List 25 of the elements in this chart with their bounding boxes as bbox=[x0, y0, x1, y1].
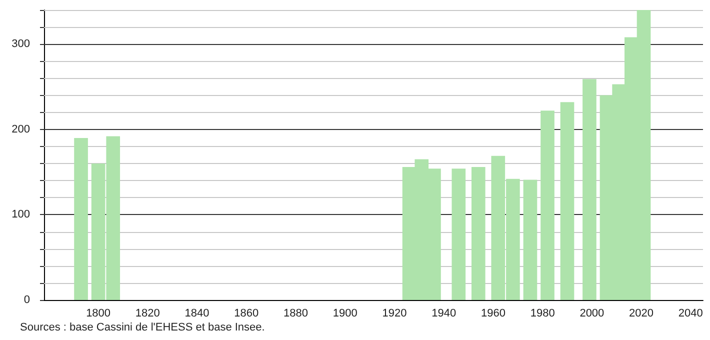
x-tick-label: 1880 bbox=[284, 308, 308, 320]
y-tick-label: 0 bbox=[24, 294, 30, 306]
x-tick-label: 1920 bbox=[382, 308, 407, 320]
bar bbox=[74, 138, 88, 300]
bar bbox=[540, 110, 554, 300]
x-tick-label: 2000 bbox=[580, 308, 604, 320]
bar bbox=[523, 180, 538, 300]
x-tick-label: 1800 bbox=[86, 308, 111, 320]
x-tick-label: 1940 bbox=[432, 308, 456, 320]
bar bbox=[452, 168, 466, 300]
x-tick-label: 1900 bbox=[332, 308, 358, 320]
bar bbox=[471, 166, 486, 300]
x-tick-label: 1960 bbox=[480, 308, 506, 320]
x-tick-label: 1980 bbox=[530, 308, 555, 320]
y-tick-label: 200 bbox=[12, 123, 30, 136]
x-tick-label: 2020 bbox=[629, 308, 654, 320]
bar bbox=[560, 102, 574, 300]
y-tick-label: 300 bbox=[12, 38, 30, 50]
bar bbox=[582, 79, 596, 300]
x-tick-label: 1860 bbox=[234, 308, 259, 320]
source-note: Sources : base Cassini de l'EHESS et base Insee. bbox=[20, 322, 265, 334]
x-tick-label: 2040 bbox=[678, 308, 703, 320]
x-tick-label: 1840 bbox=[184, 308, 210, 320]
x-tick-label: 1820 bbox=[135, 308, 160, 320]
y-tick-label: 100 bbox=[12, 208, 30, 221]
